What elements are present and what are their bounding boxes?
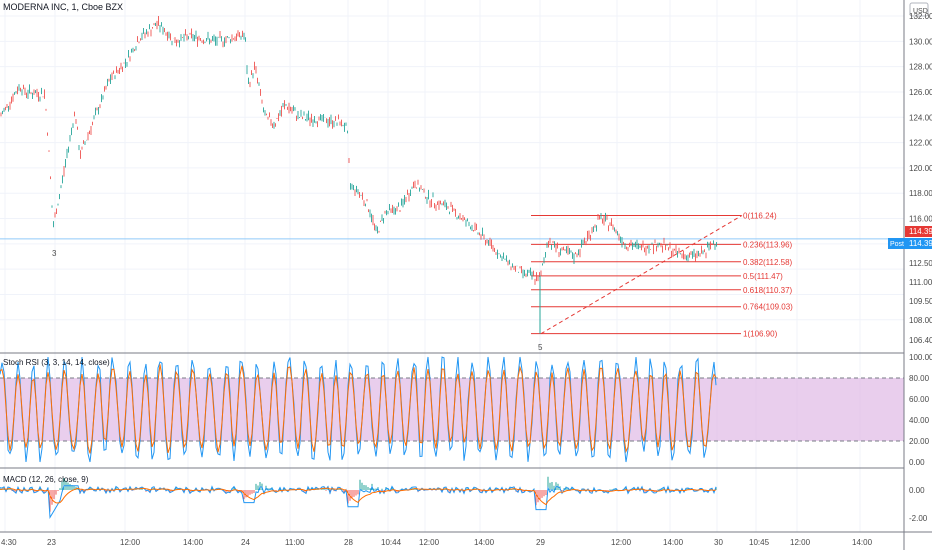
price-tick-label: 126.00 [909,88,932,97]
grid-lines [0,0,904,532]
time-axis[interactable]: 4:30 23 12:00 14:00 24 11:00 28 10:44 12:00 14:00… [1,538,873,547]
time-tick-label: 12:00 [419,538,440,547]
price-tick-label: 124.00 [909,113,932,122]
post-price-value: 114.39 [909,239,932,248]
price-tick-label: 132.00 [909,12,932,21]
price-tick-label: 120.00 [909,164,932,173]
fib-trend-line [540,215,743,335]
stoch-tick-label: 40.00 [909,416,930,425]
stoch-rsi-lines [0,356,717,463]
stoch-tick-label: 20.00 [909,437,930,446]
price-tick-label: 130.00 [909,37,932,46]
fib-level-label: 0.382(112.58) [743,258,793,267]
price-candles[interactable] [0,16,717,334]
time-tick-label: 28 [344,538,353,547]
session-marker: 3 [52,249,57,258]
currency-label: USD [913,8,928,15]
price-tick-label: 122.00 [909,139,932,148]
time-tick-label: 10:45 [749,538,770,547]
post-label: Post [890,241,904,248]
last-price-value: 114.39 [909,227,932,236]
session-marker: 5 [538,343,543,352]
macd-title[interactable]: MACD (12, 26, close, 9) [3,475,89,484]
time-tick-label: 4:30 [1,538,17,547]
post-market-badge: Post 114.39 [888,238,932,249]
stoch-tick-label: 60.00 [909,395,930,404]
macd-lines [0,476,717,520]
post-price-badge-bg [905,238,932,249]
macd-tick-label: 0.00 [909,486,925,495]
stoch-tick-label: 80.00 [909,374,930,383]
time-tick-label: 30 [714,538,723,547]
fib-level-label: 0.236(113.96) [743,240,793,249]
fib-level-label: 0(116.24) [743,211,777,220]
time-tick-label: 14:00 [474,538,495,547]
stoch-axis[interactable]: 100.00 80.00 60.00 40.00 20.00 0.00 [909,353,932,467]
time-tick-label: 12:00 [611,538,632,547]
time-tick-label: 23 [47,538,56,547]
fib-level-label: 0.5(111.47) [743,272,783,281]
price-tick-label: 128.00 [909,63,932,72]
post-label-bg [888,238,905,249]
price-tick-label: 109.50 [909,297,932,306]
price-pane[interactable] [0,0,904,352]
stoch-rsi-title[interactable]: Stoch RSI (3, 3, 14, 14, close) [3,358,110,367]
fib-retracement[interactable]: 0(116.24) 0.236(113.96) 0.382(112.58) 0.5(1… [531,211,793,339]
macd-signal-line [0,487,717,506]
time-tick-label: 29 [536,538,545,547]
stoch-tick-label: 0.00 [909,458,925,467]
currency-badge[interactable] [909,2,929,17]
time-tick-label: 14:00 [663,538,684,547]
price-axis[interactable]: 132.00 130.00 128.00 126.00 124.00 122.00 120.… [909,12,932,345]
macd-axis[interactable]: 0.00 -2.00 [909,486,928,523]
last-price-badge: 114.39 [905,226,932,237]
time-tick-label: 12:00 [120,538,141,547]
price-tick-label: 112.50 [909,259,932,268]
price-tick-label: 111.00 [909,278,932,287]
time-tick-label: 14:00 [183,538,204,547]
time-tick-label: 11:00 [285,538,305,547]
fib-level-label: 0.764(109.03) [743,303,793,312]
last-price-badge-bg [905,226,932,237]
fib-level-label: 0.618(110.37) [743,286,793,295]
price-tick-label: 108.00 [909,316,932,325]
price-tick-label: 106.40 [909,336,932,345]
symbol-title[interactable]: MODERNA INC, 1, Cboe BZX [3,2,123,12]
time-tick-label: 14:00 [852,538,873,547]
time-tick-label: 24 [241,538,250,547]
stoch-tick-label: 100.00 [909,353,932,362]
macd-tick-label: -2.00 [909,514,928,523]
price-tick-label: 118.00 [909,189,932,198]
stoch-d-line [0,364,717,454]
macd-line [0,485,717,520]
time-tick-label: 12:00 [790,538,811,547]
macd-pane[interactable] [0,470,904,532]
fib-level-label: 1(106.90) [743,330,778,339]
time-tick-label: 10:44 [381,538,402,547]
price-tick-label: 116.00 [909,215,932,224]
